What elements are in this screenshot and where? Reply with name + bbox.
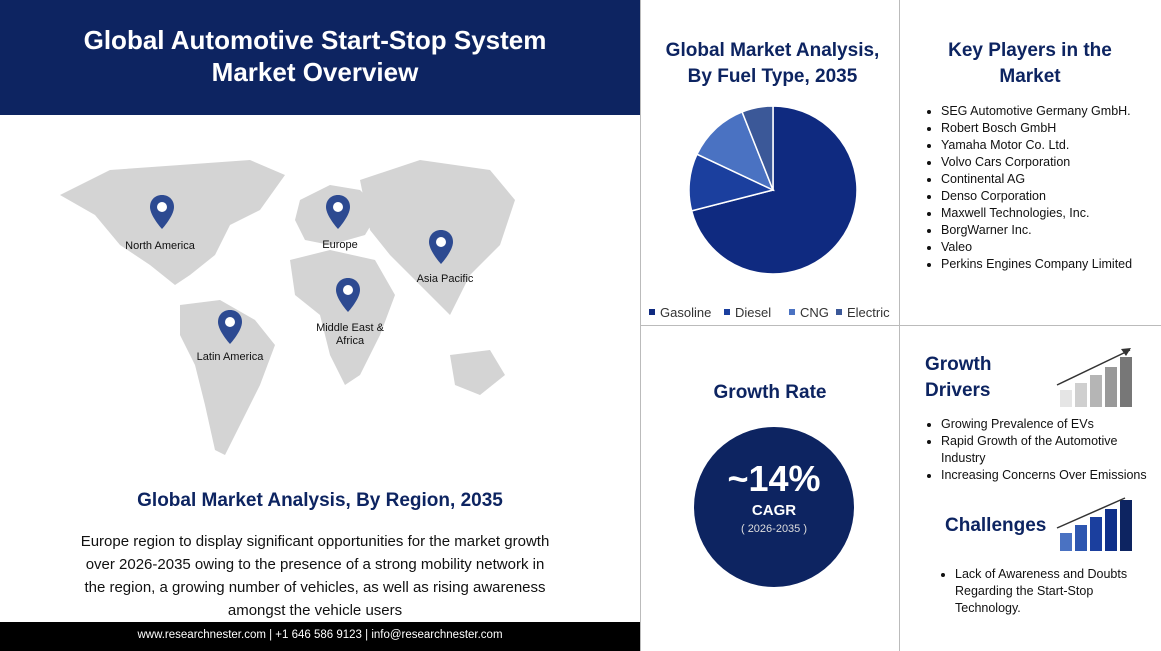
footer-text: www.researchnester.com | +1 646 586 9123… xyxy=(137,629,503,641)
drivers-title: Growth Drivers xyxy=(925,354,992,401)
list-item: Volvo Cars Corporation xyxy=(941,154,1161,171)
list-item: Denso Corporation xyxy=(941,188,1161,205)
legend-swatch xyxy=(789,309,795,315)
list-item: SEG Automotive Germany GmbH. xyxy=(941,103,1161,120)
challenges-list: Lack of Awareness and Doubts Regarding t… xyxy=(935,566,1145,617)
legend-label: Gasoline xyxy=(660,305,711,320)
players-list: SEG Automotive Germany GmbH.Robert Bosch… xyxy=(925,103,1161,273)
pie-title: Global Market Analysis, By Fuel Type, 20… xyxy=(665,40,880,87)
list-item: Maxwell Technologies, Inc. xyxy=(941,205,1161,222)
players-title: Key Players in the Market xyxy=(948,40,1112,87)
header xyxy=(0,0,640,115)
growth-title: Growth Rate xyxy=(713,382,827,403)
list-item: Increasing Concerns Over Emissions xyxy=(941,467,1161,484)
pie-slice xyxy=(695,110,775,192)
pie-slice xyxy=(741,105,774,191)
growth-label: CAGR xyxy=(751,502,797,519)
legend-swatch xyxy=(724,309,730,315)
legend-label: CNG xyxy=(800,305,829,320)
list-item: Yamaha Motor Co. Ltd. xyxy=(941,137,1161,154)
header-title: Global Automotive Start-Stop System Mark… xyxy=(83,25,547,87)
map-label: Middle East & Africa xyxy=(316,322,384,347)
challenges-icon xyxy=(1056,497,1132,551)
drivers-icon xyxy=(1056,348,1132,407)
footer xyxy=(0,622,640,651)
map-label: Europe xyxy=(322,239,358,251)
legend-swatch xyxy=(649,309,655,315)
pie-chart: Gasoline Diesel CNG Electric xyxy=(649,105,890,320)
cagr-circle xyxy=(694,427,854,587)
legend-label: Diesel xyxy=(735,305,771,320)
region-title: Global Market Analysis, By Region, 2035 xyxy=(137,490,503,511)
growth-period: ( 2026-2035 ) xyxy=(740,523,808,535)
growth-value: ~14% xyxy=(727,458,821,499)
drivers-list: Growing Prevalence of EVsRapid Growth of… xyxy=(925,416,1161,484)
list-item: Rapid Growth of the Automotive Industry xyxy=(941,433,1161,467)
legend-label: Electric xyxy=(847,305,890,320)
divider xyxy=(640,325,1161,326)
map-label: North America xyxy=(125,240,195,252)
list-item: BorgWarner Inc. xyxy=(941,222,1161,239)
world-map xyxy=(60,160,515,455)
list-item: Perkins Engines Company Limited xyxy=(941,256,1161,273)
region-text: Europe region to display significant opp… xyxy=(80,533,550,619)
list-item: Valeo xyxy=(941,239,1161,256)
list-item: Growing Prevalence of EVs xyxy=(941,416,1161,433)
map-label: Latin America xyxy=(196,351,264,363)
list-item: Continental AG xyxy=(941,171,1161,188)
continents xyxy=(60,160,515,455)
legend-swatch xyxy=(836,309,842,315)
list-item: Lack of Awareness and Doubts Regarding t… xyxy=(955,566,1145,617)
challenges-title: Challenges xyxy=(945,515,1047,536)
list-item: Robert Bosch GmbH xyxy=(941,120,1161,137)
map-label: Asia Pacific xyxy=(416,273,474,285)
